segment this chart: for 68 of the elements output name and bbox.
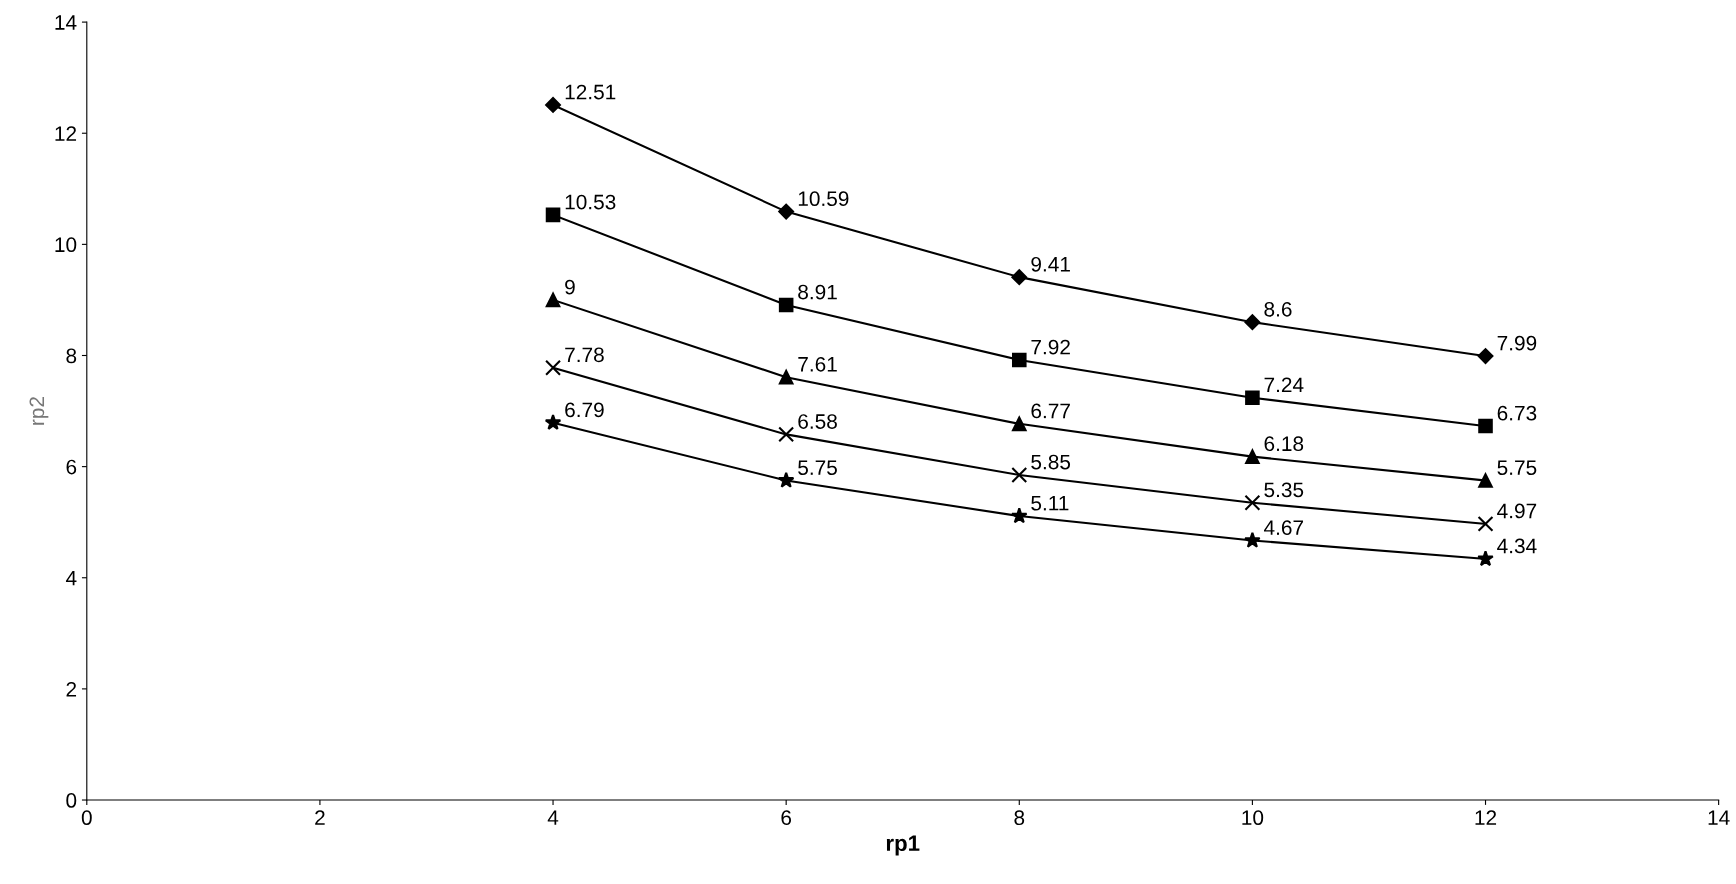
point xyxy=(545,359,562,376)
data-label: 6.18 xyxy=(1264,436,1304,452)
data-label: 9.41 xyxy=(1031,256,1070,272)
x-tick-label: 12 xyxy=(1475,810,1497,825)
point xyxy=(778,426,795,443)
x-tick-label: 8 xyxy=(1014,810,1025,826)
data-label: 4.34 xyxy=(1497,538,1537,554)
data-label: 7.92 xyxy=(1031,339,1070,355)
point xyxy=(1478,418,1493,434)
x-axis-title: rp1 xyxy=(886,835,920,856)
point xyxy=(545,96,561,113)
point xyxy=(545,292,561,308)
point xyxy=(1245,390,1260,406)
data-label: 6.77 xyxy=(1031,403,1070,419)
point xyxy=(1244,531,1261,548)
data-label: 7.99 xyxy=(1497,335,1537,351)
point xyxy=(1244,494,1261,511)
data-label: 8.91 xyxy=(798,284,837,300)
x-tick-label: 2 xyxy=(315,810,325,825)
data-label: 7.61 xyxy=(798,356,837,372)
y-tick-label: 4 xyxy=(65,570,77,586)
y-tick-label: 8 xyxy=(66,348,77,364)
data-label: 4.97 xyxy=(1497,503,1537,519)
point xyxy=(1477,550,1494,567)
data-label: 8.6 xyxy=(1264,301,1292,317)
point xyxy=(778,203,795,220)
point xyxy=(1477,348,1494,364)
y-axis-title: rp2 xyxy=(29,397,49,425)
x-tick-label: 14 xyxy=(1708,810,1730,825)
data-label: 6.79 xyxy=(565,402,604,418)
y-tick-label: 6 xyxy=(66,459,77,475)
data-label: 5.35 xyxy=(1264,482,1304,498)
point xyxy=(1010,507,1028,524)
data-label: 7.24 xyxy=(1264,377,1304,393)
data-label: 5.75 xyxy=(798,460,837,476)
point xyxy=(778,297,794,313)
data-label: 9 xyxy=(565,279,575,295)
data-label: 12.51 xyxy=(565,84,616,100)
x-tick-label: 10 xyxy=(1242,810,1264,826)
point xyxy=(1477,515,1494,532)
point xyxy=(1011,416,1027,432)
data-label: 10.53 xyxy=(565,194,616,210)
data-label: 5.75 xyxy=(1497,460,1537,476)
y-tick-label: 10 xyxy=(55,237,77,253)
data-label: 6.73 xyxy=(1497,405,1537,421)
point xyxy=(1244,314,1261,331)
y-tick-label: 14 xyxy=(55,15,77,30)
point xyxy=(1011,352,1027,368)
y-tick-label: 2 xyxy=(66,681,77,697)
point xyxy=(1011,269,1028,286)
x-tick-label: 0 xyxy=(81,810,92,826)
point xyxy=(778,369,794,385)
point xyxy=(777,471,795,488)
data-label: 10.59 xyxy=(798,191,849,207)
point xyxy=(544,414,562,430)
data-label: 5.11 xyxy=(1031,496,1069,511)
data-label: 7.78 xyxy=(565,347,604,363)
data-label: 4.67 xyxy=(1263,520,1304,536)
point xyxy=(1011,466,1028,483)
x-tick-label: 6 xyxy=(781,810,792,826)
data-label: 6.58 xyxy=(798,414,837,429)
point xyxy=(545,207,561,223)
y-tick-label: 0 xyxy=(66,793,77,808)
point xyxy=(1245,449,1260,464)
y-tick-label: 12 xyxy=(55,126,77,141)
data-label: 5.85 xyxy=(1031,454,1071,470)
point xyxy=(1478,473,1493,488)
x-tick-label: 4 xyxy=(547,810,559,825)
